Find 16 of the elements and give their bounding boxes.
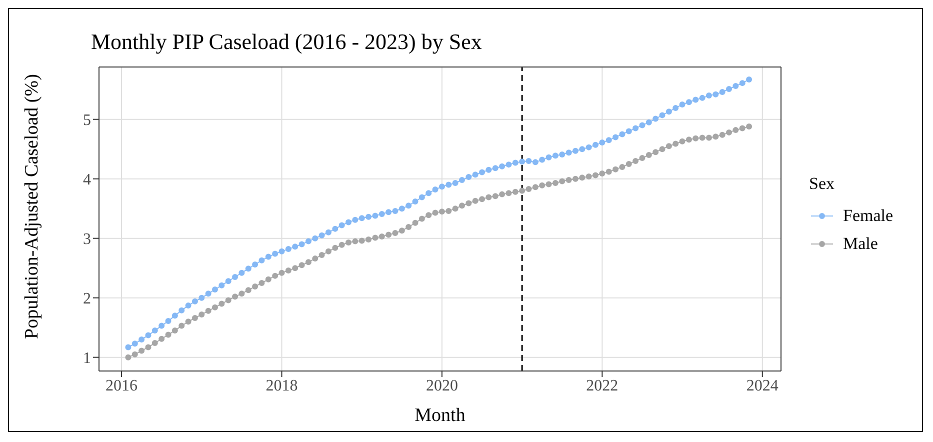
legend-label: Female bbox=[843, 206, 894, 226]
x-tick-label: 2022 bbox=[586, 377, 618, 394]
x-axis-title: Month bbox=[414, 405, 466, 426]
x-tick-label: 2018 bbox=[266, 377, 298, 394]
y-tick-label: 3 bbox=[83, 231, 91, 248]
y-axis-title: Population-Adjusted Caseload (%) bbox=[22, 74, 43, 339]
x-tick-label: 2024 bbox=[746, 377, 778, 394]
y-tick-label: 5 bbox=[83, 112, 91, 130]
x-tick-label: 2020 bbox=[426, 377, 458, 394]
y-tick-label: 1 bbox=[83, 350, 91, 367]
legend-label: Male bbox=[843, 234, 878, 254]
y-tick-label: 4 bbox=[83, 172, 91, 189]
legend-title: Sex bbox=[809, 174, 836, 194]
x-tick-label: 2016 bbox=[106, 377, 138, 394]
y-tick-label: 2 bbox=[83, 290, 91, 308]
chart-title: Monthly PIP Caseload (2016 - 2023) by Sex bbox=[91, 29, 482, 55]
